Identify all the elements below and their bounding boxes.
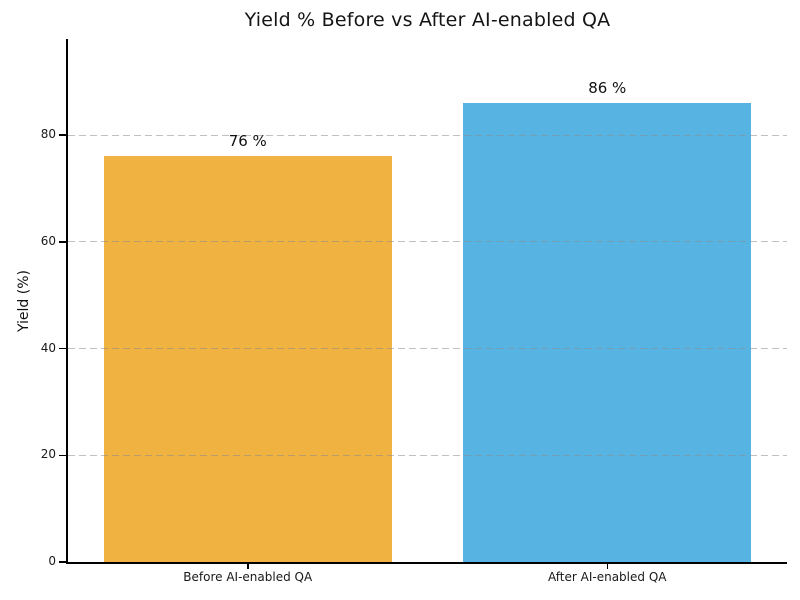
plot-area: 76 % 86 % bbox=[66, 39, 787, 564]
ytick-label-0: 0 bbox=[48, 554, 56, 568]
ytick-mark-60 bbox=[59, 241, 66, 243]
chart-title: Yield % Before vs After AI-enabled QA bbox=[244, 9, 611, 31]
bar-value-label: 76 % bbox=[228, 132, 267, 151]
gridline-y-20 bbox=[68, 454, 787, 456]
gridline-y-40 bbox=[68, 348, 787, 350]
xtick-mark bbox=[606, 562, 608, 569]
bar-before-ai-enabled-qa bbox=[103, 156, 392, 562]
xtick-label: After AI-enabled QA bbox=[548, 570, 667, 584]
ytick-label-80: 80 bbox=[40, 127, 56, 142]
xtick-label: Before AI-enabled QA bbox=[183, 570, 313, 584]
ytick-label-20: 20 bbox=[40, 447, 56, 462]
gridline-y-80 bbox=[68, 134, 787, 136]
ytick-mark-0 bbox=[59, 561, 66, 563]
gridline-y-60 bbox=[68, 241, 787, 243]
bar-value-label: 86 % bbox=[588, 79, 627, 98]
xtick-mark bbox=[247, 562, 249, 569]
ytick-label-40: 40 bbox=[40, 340, 56, 355]
bar-after-ai-enabled-qa bbox=[463, 103, 752, 562]
ytick-mark-20 bbox=[59, 454, 66, 456]
ytick-mark-80 bbox=[59, 134, 66, 136]
ytick-mark-40 bbox=[59, 347, 66, 350]
ytick-label-60: 60 bbox=[40, 233, 56, 248]
